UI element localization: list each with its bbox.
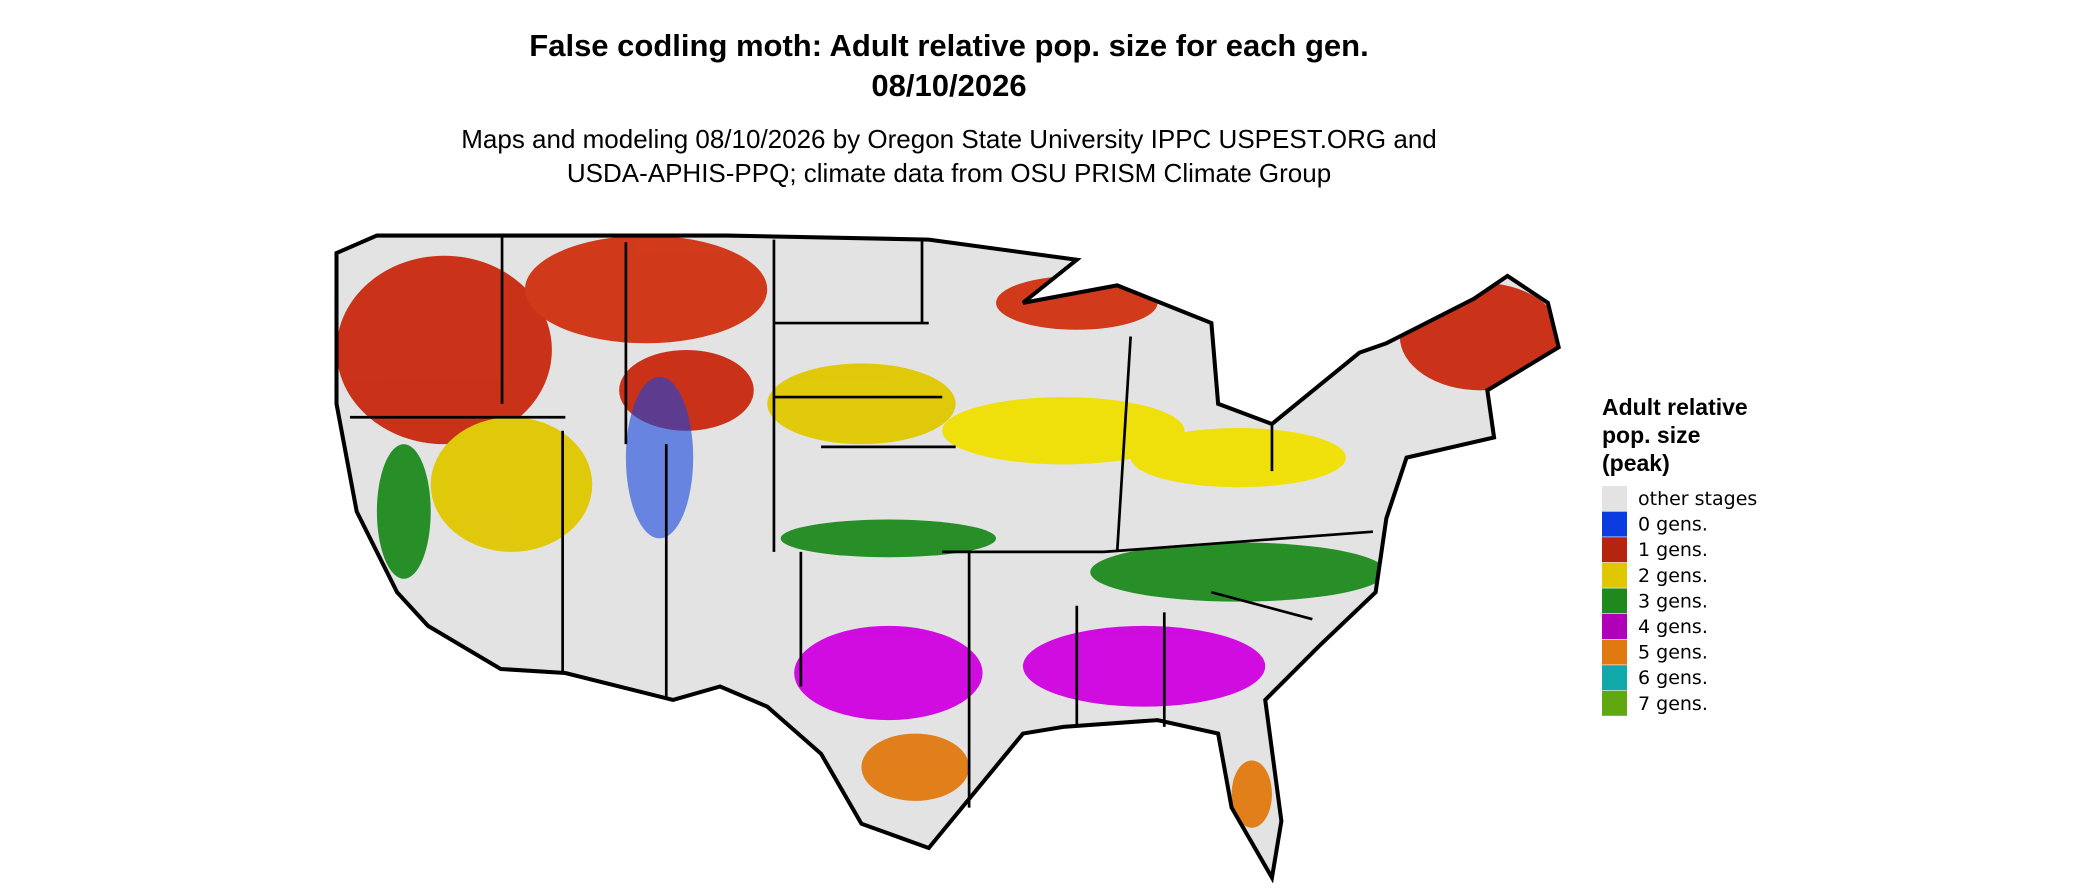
legend-label: 2 gens.	[1638, 565, 1708, 587]
legend-title: pop. size	[1602, 422, 1700, 448]
title: False codling moth: Adult relative pop. …	[529, 28, 1368, 63]
legend-swatch	[1602, 665, 1627, 691]
legend-label: 1 gens.	[1638, 539, 1708, 561]
legend-swatch	[1602, 690, 1627, 716]
legend-label: 4 gens.	[1638, 616, 1708, 638]
legend-swatch	[1602, 614, 1627, 639]
legend-label: 7 gens.	[1638, 693, 1708, 715]
legend-swatch	[1602, 588, 1627, 614]
legend-title: Adult relative	[1602, 394, 1748, 420]
legend-label: 0 gens.	[1638, 514, 1708, 536]
subtitle: USDA-APHIS-PPQ; climate data from OSU PR…	[567, 158, 1331, 188]
map	[337, 236, 1562, 878]
legend-swatch	[1602, 486, 1627, 511]
legend-title: (peak)	[1602, 450, 1670, 476]
legend-swatch	[1602, 511, 1627, 537]
legend-label: 3 gens.	[1638, 590, 1708, 612]
subtitle: Maps and modeling 08/10/2026 by Oregon S…	[461, 124, 1437, 154]
legend-swatch	[1602, 562, 1627, 588]
legend-swatch	[1602, 639, 1627, 665]
title-date: 08/10/2026	[871, 68, 1026, 103]
legend-swatch	[1602, 537, 1627, 563]
legend-label: 5 gens.	[1638, 642, 1708, 664]
legend-label: 6 gens.	[1638, 667, 1708, 689]
legend-label: other stages	[1638, 488, 1757, 510]
